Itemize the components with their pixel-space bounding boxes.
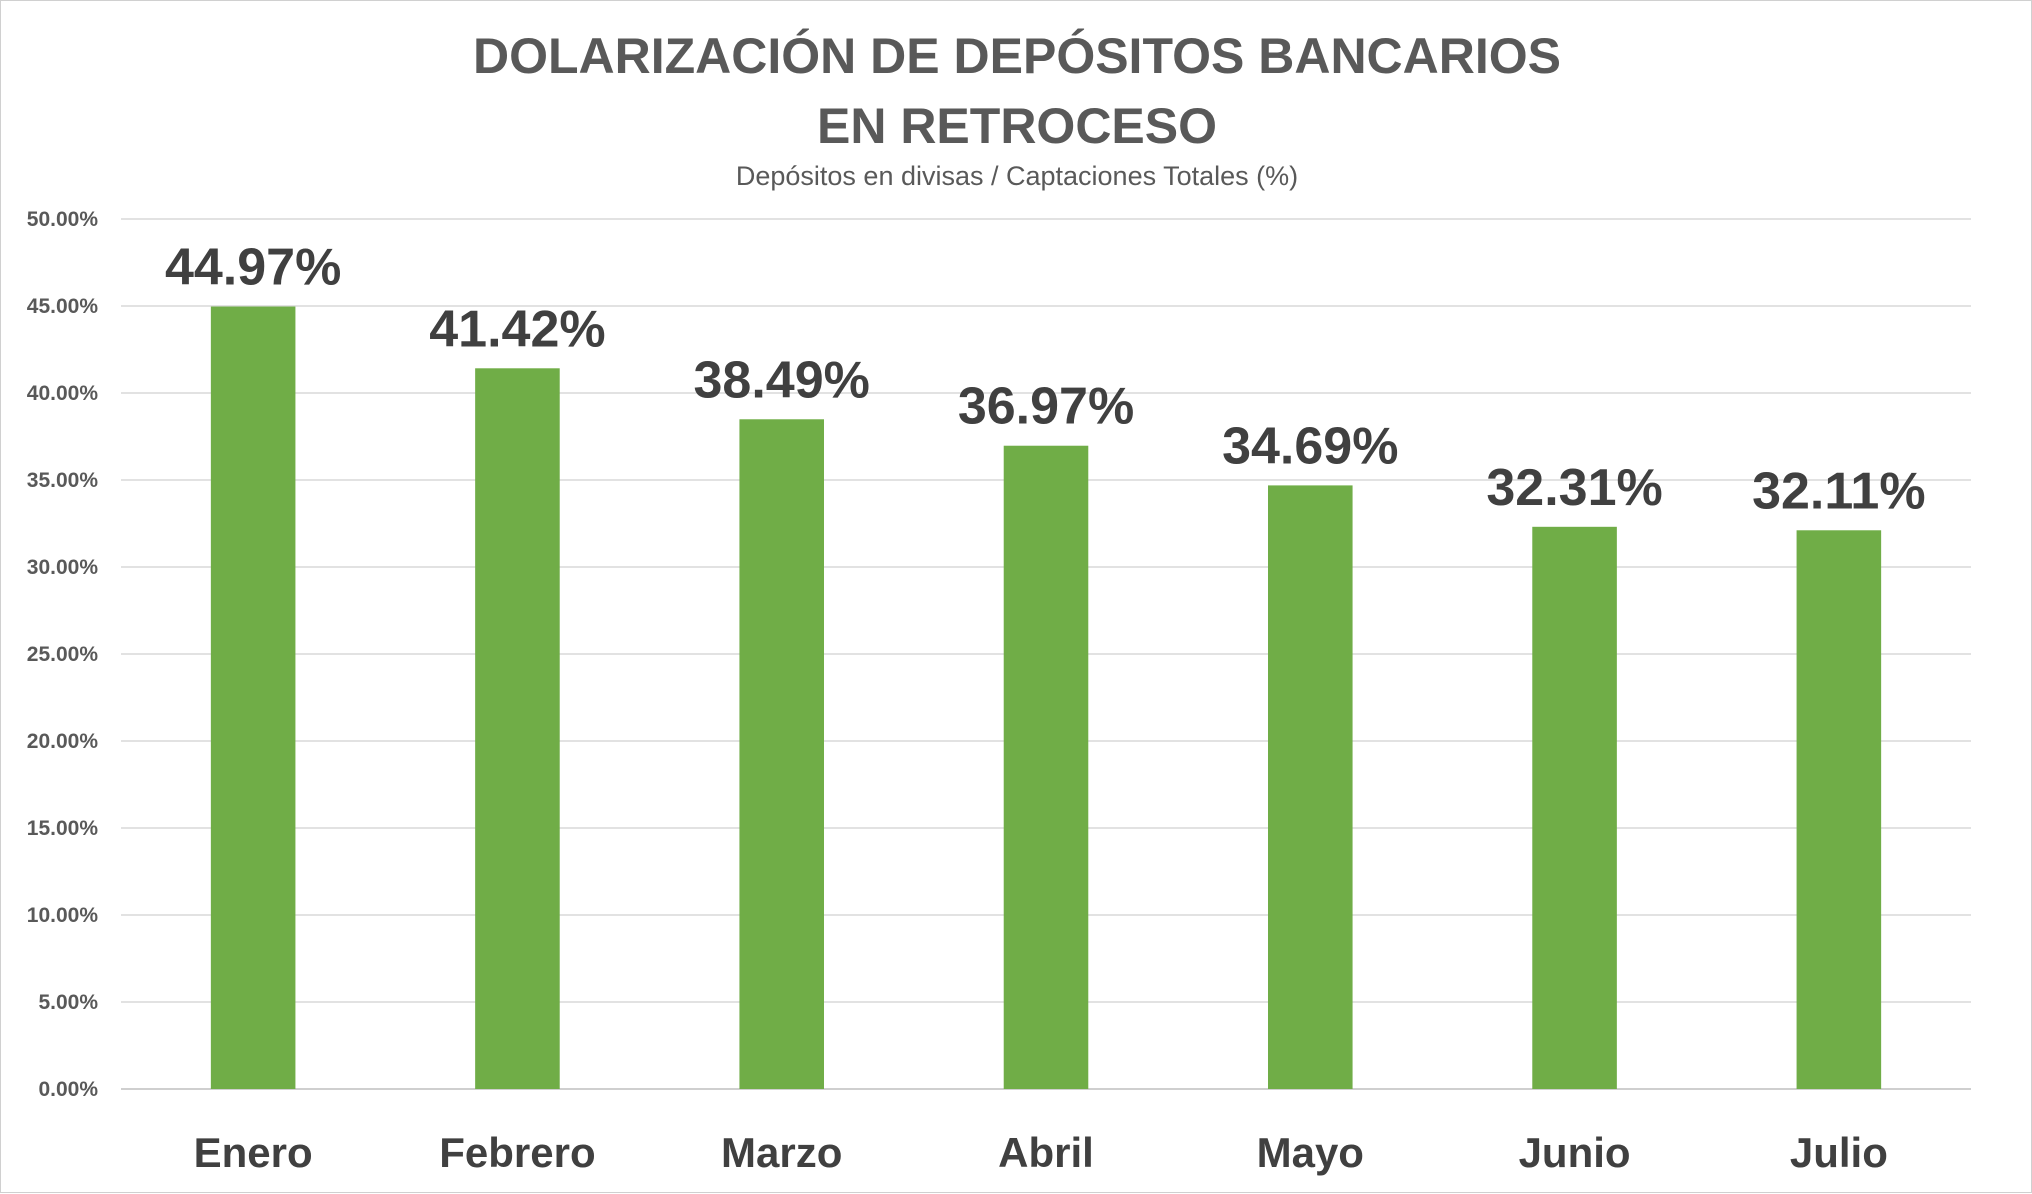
y-tick-label: 15.00%	[27, 817, 99, 840]
data-labels: 44.97% 41.42% 38.49% 36.97% 34.69% 32.31% 32.1…	[165, 239, 1926, 521]
y-tick-label: 30.00%	[27, 556, 99, 579]
data-label-enero: 44.97%	[165, 239, 341, 297]
y-tick-label: 0.00%	[38, 1078, 98, 1101]
chart-title-line-1: DOLARIZACIÓN DE DEPÓSITOS BANCARIOS	[473, 28, 1561, 84]
chart-title-line-2: EN RETROCESO	[817, 98, 1217, 154]
bar-mayo	[1268, 485, 1353, 1089]
bar-marzo	[739, 419, 824, 1089]
y-tick-label: 20.00%	[27, 730, 99, 753]
x-tick-label-abril: Abril	[998, 1129, 1094, 1176]
bar-junio	[1532, 526, 1617, 1089]
x-axis-ticks: Enero Febrero Marzo Abril Mayo Junio Julio	[194, 1129, 1888, 1176]
bar-enero	[210, 306, 296, 1090]
x-tick-label-mayo: Mayo	[1257, 1129, 1364, 1176]
y-tick-label: 35.00%	[27, 469, 99, 492]
x-tick-label-febrero: Febrero	[439, 1129, 595, 1176]
bar-abril	[1003, 445, 1089, 1089]
bar-julio	[1796, 530, 1882, 1089]
data-label-mayo: 34.69%	[1222, 417, 1398, 475]
bars	[210, 306, 1882, 1090]
y-tick-label: 40.00%	[27, 382, 99, 405]
x-tick-label-marzo: Marzo	[721, 1129, 842, 1176]
y-tick-label: 45.00%	[27, 295, 99, 318]
data-label-julio: 32.11%	[1752, 462, 1926, 520]
data-label-abril: 36.97%	[958, 378, 1134, 436]
y-tick-label: 5.00%	[38, 991, 98, 1014]
chart-subtitle: Depósitos en divisas / Captaciones Total…	[736, 161, 1298, 191]
x-tick-label-julio: Julio	[1790, 1129, 1888, 1176]
y-tick-label: 10.00%	[27, 904, 99, 927]
data-label-marzo: 38.49%	[694, 351, 870, 409]
x-tick-label-junio: Junio	[1519, 1129, 1631, 1176]
y-axis-ticks: 0.00% 5.00% 10.00% 15.00% 20.00% 25.00% 30.00%…	[27, 208, 99, 1101]
data-label-febrero: 41.42%	[429, 300, 605, 358]
y-tick-label: 25.00%	[27, 643, 99, 666]
y-tick-label: 50.00%	[27, 208, 99, 231]
bar-febrero	[475, 368, 560, 1089]
x-tick-label-enero: Enero	[194, 1129, 313, 1176]
data-label-junio: 32.31%	[1486, 459, 1662, 517]
